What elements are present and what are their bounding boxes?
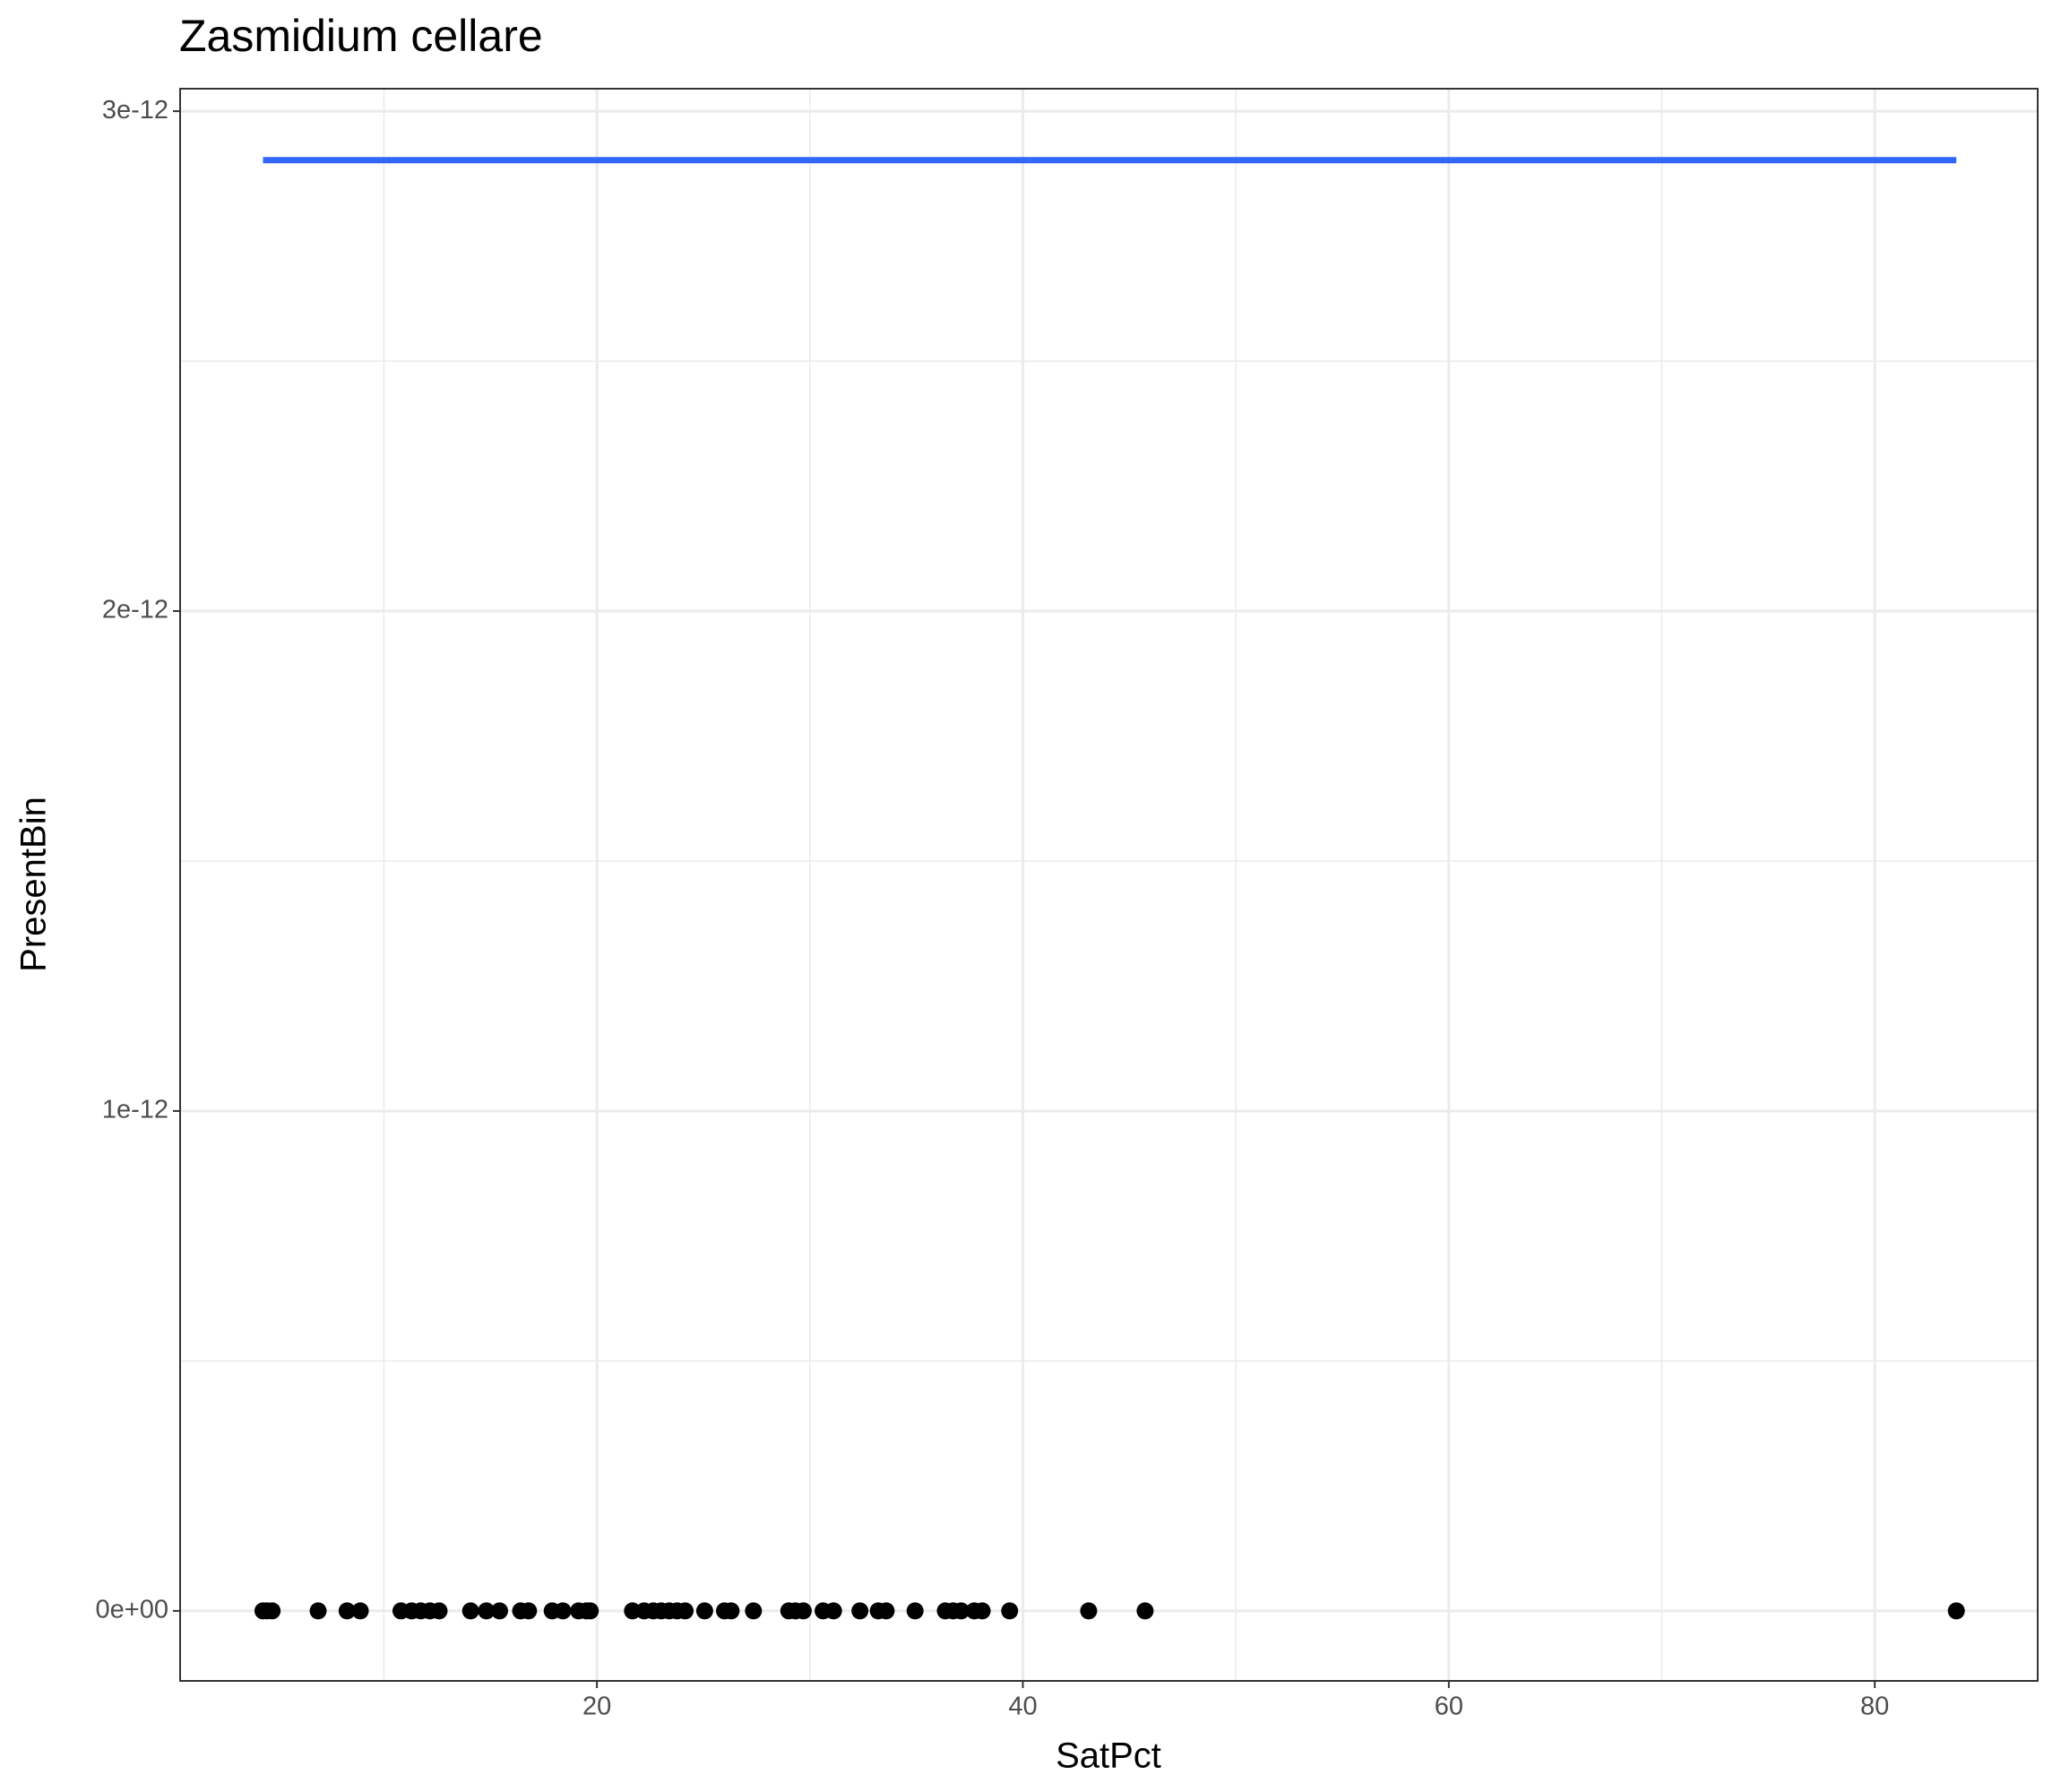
point [351, 1602, 369, 1620]
point [953, 1602, 970, 1620]
y-tick-label: 3e-12 [102, 96, 168, 125]
x-tick-label: 60 [1435, 1693, 1463, 1721]
point [1080, 1602, 1098, 1620]
x-axis-title: SatPct [1056, 1736, 1161, 1776]
point [263, 1602, 281, 1620]
chart-title: Zasmidium cellare [179, 11, 543, 61]
point [745, 1602, 763, 1620]
point [430, 1602, 448, 1620]
point [677, 1602, 694, 1620]
point [1947, 1602, 1965, 1620]
point [906, 1602, 924, 1620]
point [554, 1602, 572, 1620]
x-tick-label: 80 [1860, 1693, 1889, 1721]
point [478, 1602, 496, 1620]
point [973, 1602, 991, 1620]
point [491, 1602, 509, 1620]
point [824, 1602, 842, 1620]
x-tick-label: 20 [582, 1693, 611, 1721]
point [582, 1602, 599, 1620]
point [624, 1602, 642, 1620]
x-tick-label: 40 [1008, 1693, 1037, 1721]
point [1001, 1602, 1019, 1620]
point [695, 1602, 713, 1620]
y-axis-title: PresentBin [14, 797, 54, 972]
point [851, 1602, 869, 1620]
point [520, 1602, 538, 1620]
y-tick-label: 2e-12 [102, 596, 168, 625]
panel-border [179, 88, 2039, 1682]
point [338, 1602, 356, 1620]
y-tick-label: 0e+00 [96, 1596, 168, 1624]
point [722, 1602, 740, 1620]
point [794, 1602, 812, 1620]
point [877, 1602, 895, 1620]
y-tick-label: 1e-12 [102, 1096, 168, 1124]
point [1136, 1602, 1154, 1620]
point [461, 1602, 479, 1620]
point [309, 1602, 327, 1620]
